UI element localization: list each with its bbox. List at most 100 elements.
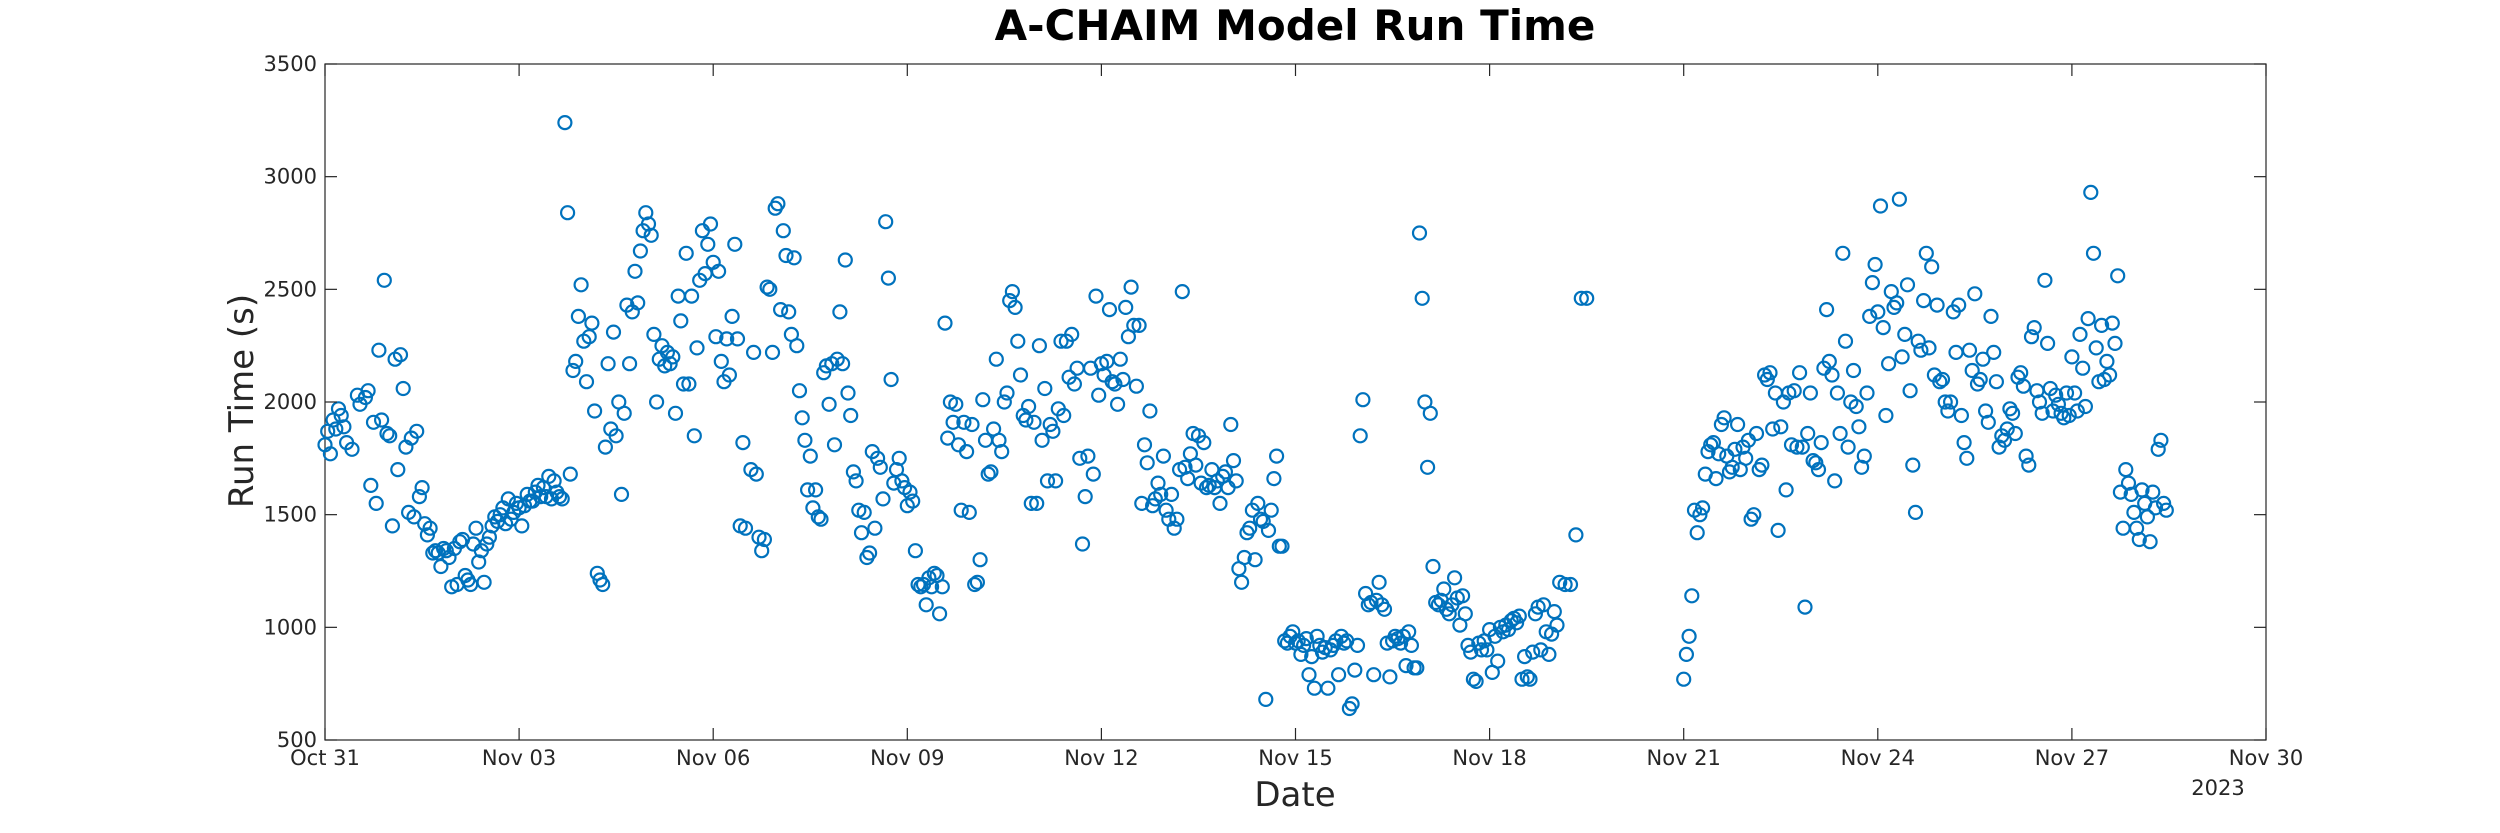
data-point: [1746, 507, 1762, 523]
data-point: [1223, 416, 1239, 433]
data-point: [775, 223, 791, 239]
x-tick-label: Nov 15: [1258, 746, 1332, 770]
data-point: [2058, 385, 2075, 401]
data-point: [967, 576, 983, 593]
data-point: [1023, 495, 1039, 511]
data-point: [616, 405, 632, 421]
data-point: [1875, 320, 1891, 336]
data-point: [1905, 457, 1921, 473]
data-point: [1724, 459, 1740, 475]
data-point: [1711, 446, 1727, 462]
data-point: [1077, 489, 1093, 505]
data-point: [772, 302, 789, 318]
data-point: [1519, 669, 1535, 685]
data-point: [1085, 466, 1101, 482]
data-point: [1258, 691, 1274, 708]
data-point: [476, 574, 492, 590]
data-point: [1112, 351, 1128, 367]
data-point: [1953, 407, 1970, 424]
data-point: [411, 489, 427, 505]
data-point: [878, 214, 894, 230]
data-point: [414, 480, 430, 496]
data-point: [2150, 441, 2166, 457]
data-point: [1131, 317, 1147, 333]
data-point: [390, 462, 406, 478]
data-point: [621, 356, 638, 372]
data-point: [1759, 371, 1775, 388]
data-point: [902, 484, 918, 500]
data-point: [2004, 405, 2021, 421]
data-point: [2072, 326, 2088, 342]
data-point: [1376, 601, 1393, 617]
data-point: [1813, 435, 1829, 451]
data-point: [1039, 473, 1056, 489]
data-point: [1198, 480, 1215, 496]
data-point: [710, 263, 727, 279]
y-axis-label: Run Time (s): [222, 294, 262, 508]
data-point: [856, 504, 872, 521]
data-point: [816, 365, 832, 381]
data-point: [1266, 471, 1282, 487]
data-point: [1824, 367, 1840, 383]
data-point: [891, 450, 907, 466]
data-point: [1020, 398, 1037, 415]
y-axis: 500 1000 1500 2000 2500 3000 3500: [264, 52, 2266, 752]
data-point: [1999, 421, 2015, 437]
data-point: [395, 380, 411, 397]
data-point: [1056, 407, 1072, 424]
data-point: [1827, 473, 1843, 489]
data-point: [681, 376, 697, 392]
data-point: [826, 437, 843, 453]
data-point: [500, 491, 516, 507]
data-point: [1676, 671, 1692, 687]
data-point: [1031, 338, 1048, 354]
data-point: [1295, 637, 1312, 654]
data-point: [988, 351, 1004, 367]
data-point: [2007, 425, 2023, 442]
data-point: [1835, 245, 1851, 261]
data-point: [1557, 576, 1573, 593]
data-point: [791, 383, 808, 399]
data-point: [1250, 495, 1266, 511]
x-tick-label: Nov 24: [1841, 746, 1915, 770]
data-point: [2061, 407, 2077, 424]
data-point: [945, 414, 961, 430]
data-point: [1692, 507, 1708, 523]
data-point: [433, 558, 449, 575]
data-point: [2131, 531, 2147, 548]
data-point: [1419, 459, 1436, 475]
data-point: [1541, 646, 1557, 663]
data-point: [1748, 425, 1765, 442]
data-point: [1436, 581, 1452, 597]
y-tick-label: 1000: [264, 615, 317, 639]
data-point: [360, 383, 376, 399]
x-tick-label: Nov 03: [482, 746, 556, 770]
data-point: [1196, 435, 1212, 451]
data-point: [678, 245, 694, 261]
data-point: [948, 396, 964, 412]
data-point: [905, 493, 921, 509]
data-point: [1026, 414, 1042, 430]
data-point: [913, 579, 929, 595]
data-point: [1942, 394, 1959, 410]
data-point: [1864, 275, 1881, 291]
data-point: [1964, 362, 1980, 379]
data-point: [559, 205, 576, 221]
data-point: [1088, 288, 1104, 304]
data-point: [807, 482, 824, 498]
data-point: [613, 486, 630, 502]
data-point: [2083, 184, 2099, 200]
data-point: [994, 444, 1010, 460]
data-point: [1225, 453, 1242, 469]
data-point: [1848, 398, 1864, 415]
data-point: [568, 353, 584, 369]
data-point: [1101, 302, 1118, 318]
data-point: [880, 270, 897, 286]
data-point: [975, 392, 991, 408]
data-point: [1441, 606, 1457, 622]
data-point: [1490, 653, 1506, 669]
data-point: [1080, 448, 1096, 464]
data-point: [770, 196, 786, 212]
data-point: [737, 520, 754, 536]
data-point: [853, 525, 870, 541]
